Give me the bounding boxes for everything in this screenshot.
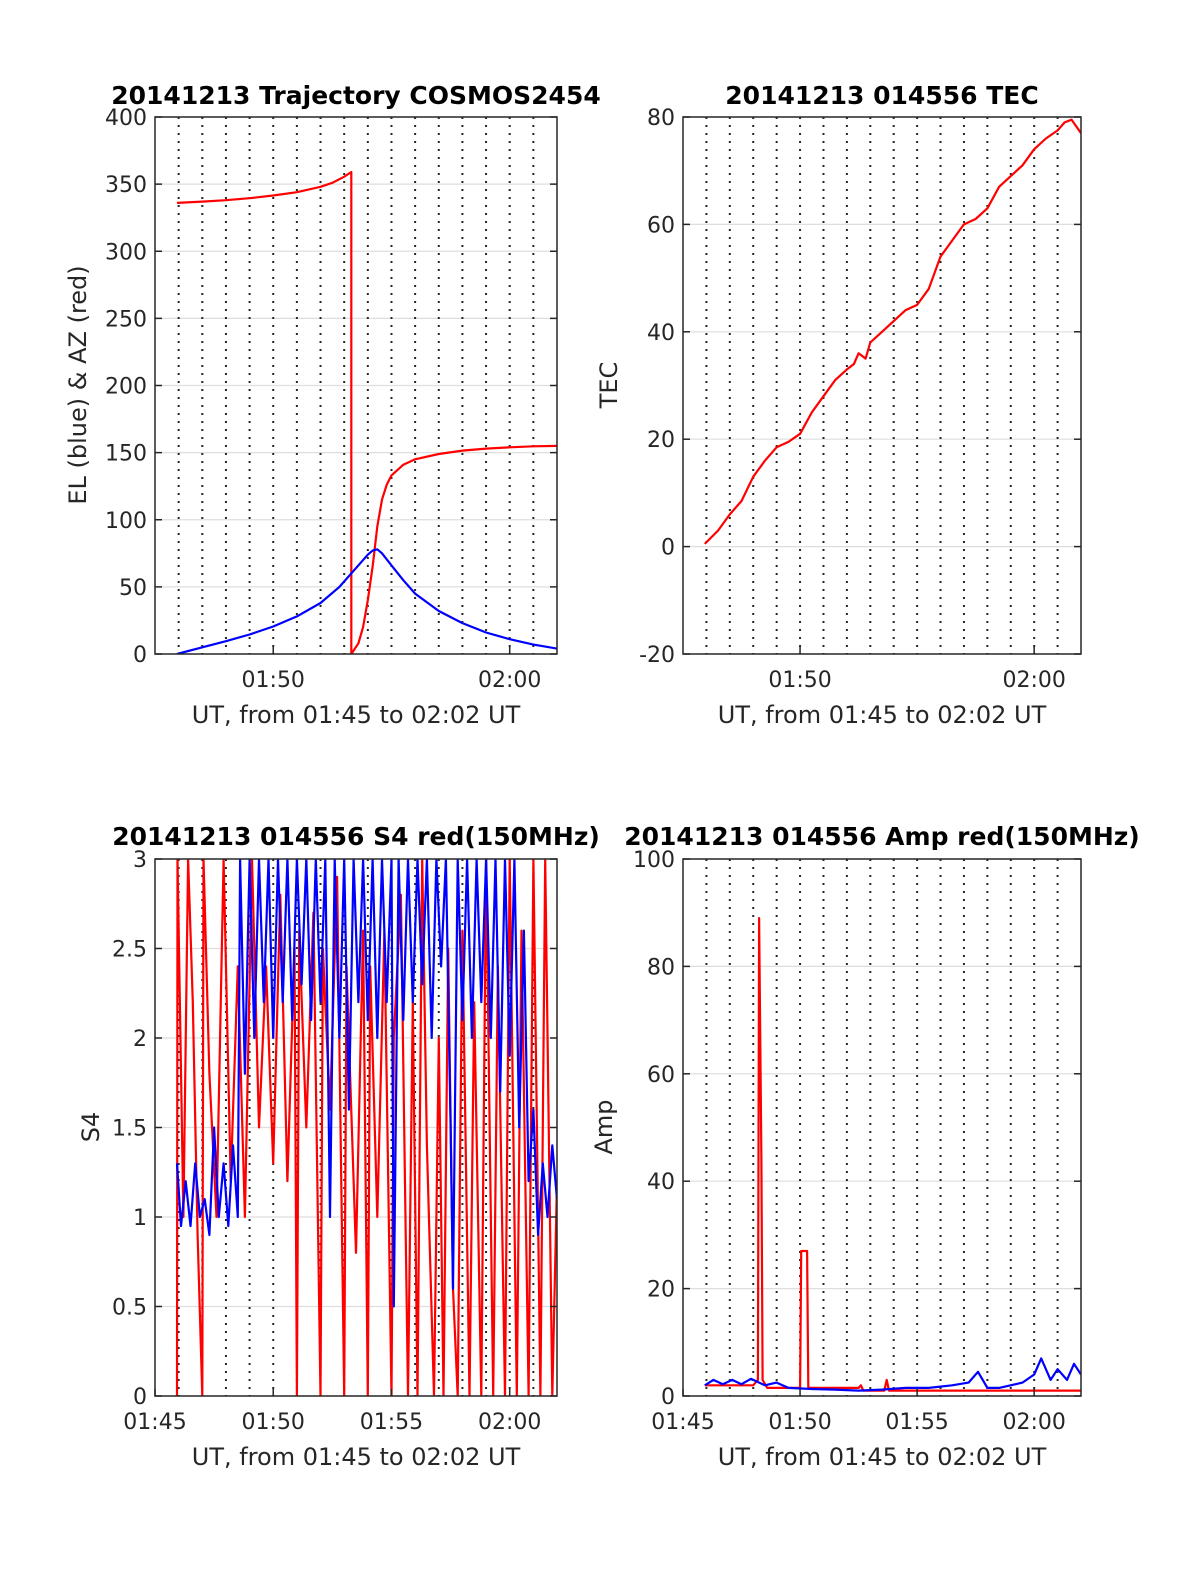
amp-axes-frame <box>682 858 1082 1397</box>
trajectory-ytick-label: 200 <box>105 375 147 400</box>
s4-series-0 <box>175 859 557 1396</box>
amp-ytick-label: 100 <box>633 848 675 873</box>
tec-ytick-label: 60 <box>647 213 675 238</box>
trajectory-ytick-label: 50 <box>119 576 147 601</box>
amp-xlabel: UT, from 01:45 to 02:02 UT <box>718 1443 1047 1471</box>
tec-ytick-label: 20 <box>647 428 675 453</box>
s4-xtick-label: 01:55 <box>360 1410 423 1435</box>
tec-ylabel: TEC <box>595 362 623 410</box>
trajectory-ytick-label: 0 <box>133 643 147 668</box>
s4-xtick-label: 02:00 <box>478 1410 541 1435</box>
s4-ylabel: S4 <box>77 1112 105 1143</box>
amp-xtick-label: 02:00 <box>1002 1410 1065 1435</box>
amp-title: 20141213 014556 Amp red(150MHz) <box>624 822 1140 851</box>
trajectory-xtick-label: 01:50 <box>242 668 305 693</box>
trajectory-xlabel: UT, from 01:45 to 02:02 UT <box>192 701 521 729</box>
s4-ytick-label: 3 <box>133 848 147 873</box>
trajectory-series-0 <box>176 170 557 654</box>
trajectory-plot: 20141213 Trajectory COSMOS2454 UT, from … <box>64 81 601 729</box>
trajectory-ytick-label: 350 <box>105 173 147 198</box>
s4-xtick-label: 01:45 <box>123 1410 186 1435</box>
s4-ytick-label: 0 <box>133 1385 147 1410</box>
trajectory-ytick-label: 250 <box>105 307 147 332</box>
s4-series-1 <box>175 859 557 1308</box>
trajectory-ylabel: EL (blue) & AZ (red) <box>64 265 92 504</box>
tec-plot: 20141213 014556 TEC UT, from 01:45 to 02… <box>595 81 1082 729</box>
amp-xtick-label: 01:50 <box>768 1410 831 1435</box>
trajectory-ytick-label: 300 <box>105 240 147 265</box>
s4-ytick-label: 1.5 <box>112 1117 147 1142</box>
amp-ytick-label: 60 <box>647 1063 675 1088</box>
s4-ytick-label: 1 <box>133 1206 147 1231</box>
tec-ytick-label: -20 <box>639 643 675 668</box>
trajectory-ytick-label: 400 <box>105 106 147 131</box>
s4-xtick-label: 01:50 <box>242 1410 305 1435</box>
amp-plot: 20141213 014556 Amp red(150MHz) UT, from… <box>590 822 1140 1471</box>
tec-series-0 <box>704 118 1081 545</box>
s4-ytick-label: 2 <box>133 1027 147 1052</box>
s4-title: 20141213 014556 S4 red(150MHz) <box>112 822 600 851</box>
tec-ytick-label: 80 <box>647 106 675 131</box>
s4-ytick-label: 0.5 <box>112 1296 147 1321</box>
tec-xlabel: UT, from 01:45 to 02:02 UT <box>718 701 1047 729</box>
tec-axes-frame <box>682 116 1082 655</box>
amp-ytick-label: 0 <box>661 1385 675 1410</box>
trajectory-ytick-label: 150 <box>105 442 147 467</box>
amp-xtick-label: 01:55 <box>885 1410 948 1435</box>
trajectory-xtick-label: 02:00 <box>478 668 541 693</box>
trajectory-series-1 <box>176 548 557 654</box>
trajectory-title: 20141213 Trajectory COSMOS2454 <box>111 81 601 110</box>
amp-ytick-label: 80 <box>647 955 675 980</box>
tec-xtick-label: 02:00 <box>1002 668 1065 693</box>
trajectory-ytick-label: 100 <box>105 509 147 534</box>
amp-xtick-label: 01:45 <box>651 1410 714 1435</box>
tec-title: 20141213 014556 TEC <box>725 81 1038 110</box>
amp-series-1 <box>704 1357 1081 1392</box>
s4-plot: 20141213 014556 S4 red(150MHz) UT, from … <box>77 822 600 1471</box>
s4-xlabel: UT, from 01:45 to 02:02 UT <box>192 1443 521 1471</box>
tec-xtick-label: 01:50 <box>768 668 831 693</box>
tec-ytick-label: 0 <box>661 536 675 561</box>
s4-ytick-label: 2.5 <box>112 938 147 963</box>
amp-ytick-label: 20 <box>647 1278 675 1303</box>
amp-ytick-label: 40 <box>647 1170 675 1195</box>
tec-ytick-label: 40 <box>647 321 675 346</box>
amp-ylabel: Amp <box>590 1099 618 1154</box>
